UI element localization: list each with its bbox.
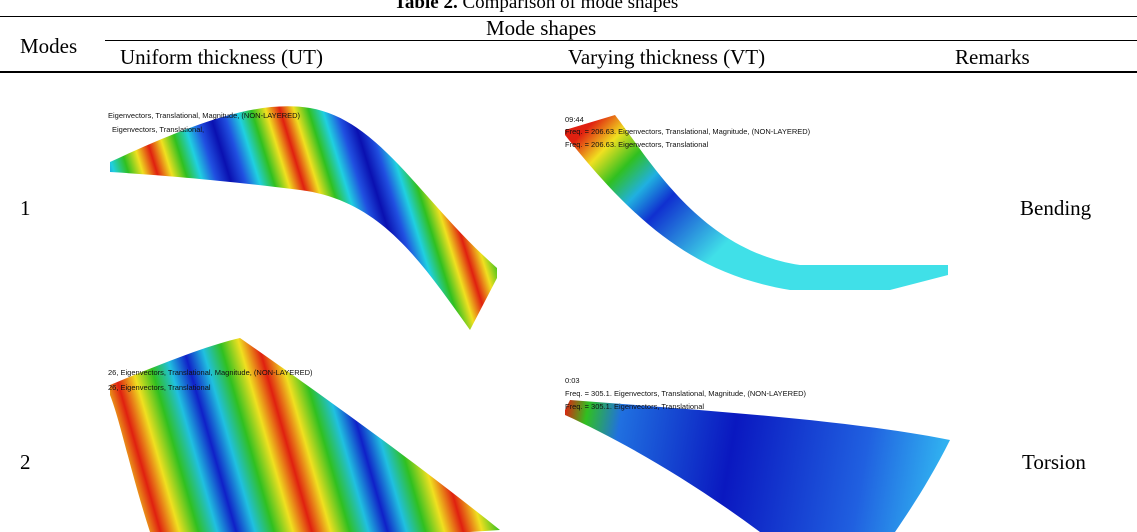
image-label: Freq. = 206.63. Eigenvectors, Translatio… <box>565 127 811 136</box>
mode-number: 2 <box>20 452 31 473</box>
image-label: 09:44 <box>565 115 584 124</box>
ut-mode-1-shape <box>110 106 497 330</box>
image-label: Freq. = 305.1. Eigenvectors, Translation… <box>565 389 807 398</box>
page: Table 2. Comparison of mode shapes Modes… <box>0 0 1137 532</box>
remarks: Torsion <box>1022 452 1086 473</box>
image-label: Freq. = 206.63. Eigenvectors, Translatio… <box>565 140 709 149</box>
image-label: 26, Eigenvectors, Translational <box>108 383 211 392</box>
image-label: Freq. = 305.1. Eigenvectors, Translation… <box>565 402 704 411</box>
remarks: Bending <box>1020 198 1091 219</box>
image-label: 26, Eigenvectors, Translational, Magnitu… <box>108 368 313 377</box>
image-label: Eigenvectors, Translational, <box>112 125 204 134</box>
image-label: Eigenvectors, Translational, Magnitude, … <box>108 111 301 120</box>
mode-number: 1 <box>20 198 31 219</box>
image-label: 0:03 <box>565 376 580 385</box>
mode-shape-images: Eigenvectors, Translational, Magnitude, … <box>0 0 1137 532</box>
vt-mode-2-shape <box>565 400 950 532</box>
